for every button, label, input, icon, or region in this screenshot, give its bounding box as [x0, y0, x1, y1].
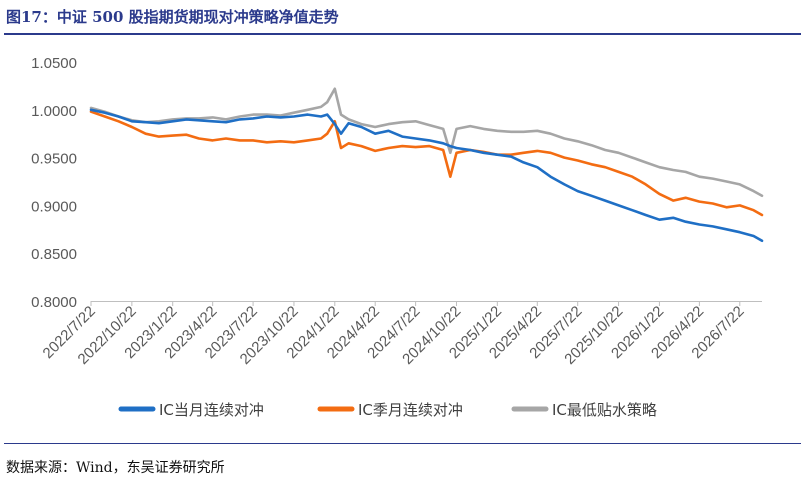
top-rule	[4, 33, 801, 35]
figure-title: 图17：中证 500 股指期货期现对冲策略净值走势	[6, 8, 339, 26]
y-tick-label: 1.0500	[31, 55, 77, 72]
series-line-0	[89, 108, 764, 243]
y-tick-label: 0.9500	[31, 151, 77, 168]
legend: IC当月连续对冲 IC季月连续对冲 IC最低贴水策略	[118, 401, 657, 419]
y-axis: 0.8000 0.8500 0.9000 0.9500 1.0000 1.0500	[31, 55, 77, 311]
series-line-2	[89, 87, 764, 198]
source-note: 数据来源：Wind，东吴证券研究所	[6, 460, 225, 476]
bottom-rule	[4, 443, 801, 444]
y-tick-label: 1.0000	[31, 103, 77, 120]
legend-label-1: IC季月连续对冲	[358, 401, 463, 419]
x-axis: 2022/7/222022/10/222023/1/222023/4/22202…	[40, 301, 762, 368]
y-tick-label: 0.8000	[31, 294, 77, 311]
legend-label-2: IC最低贴水策略	[552, 401, 657, 419]
line-chart: 0.8000 0.8500 0.9000 0.9500 1.0000 1.0500 202…	[31, 55, 764, 419]
legend-label-0: IC当月连续对冲	[159, 401, 264, 419]
y-tick-label: 0.9000	[31, 198, 77, 215]
series-line-1	[89, 110, 764, 217]
y-tick-label: 0.8500	[31, 246, 77, 263]
plot-area	[89, 87, 764, 243]
